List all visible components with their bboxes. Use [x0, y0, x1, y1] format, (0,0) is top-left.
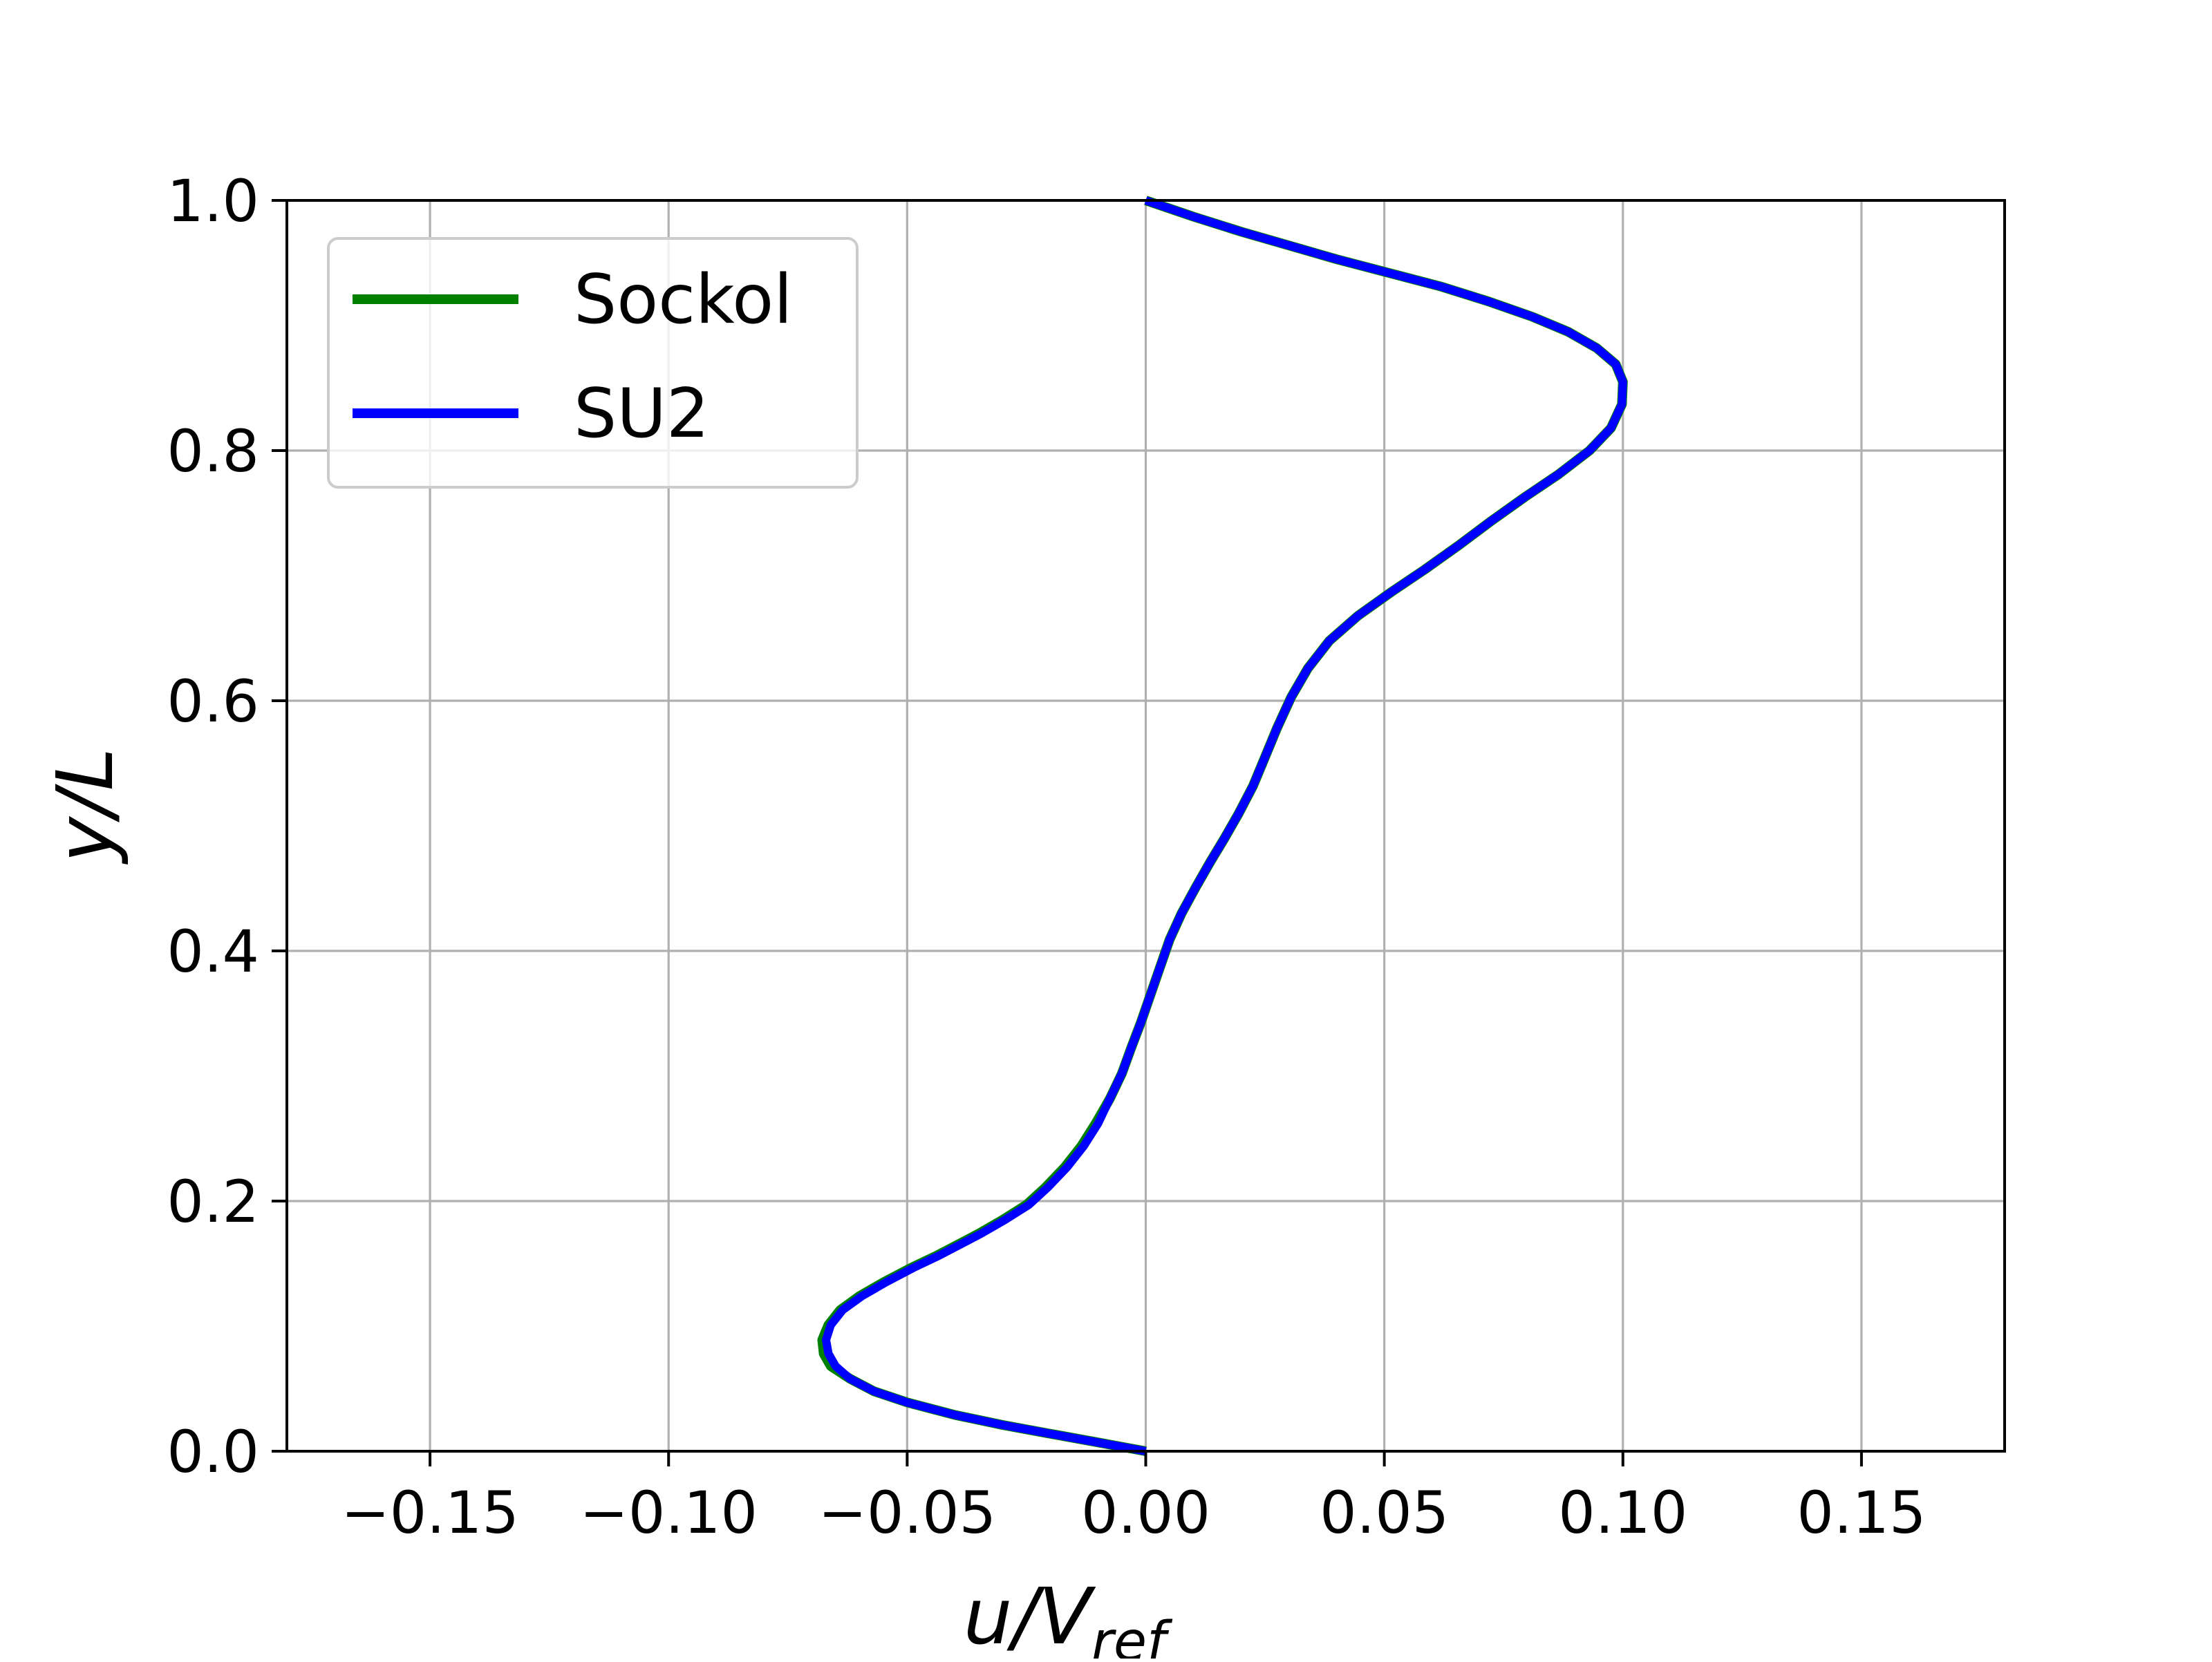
y-tick-label: 1.0: [167, 167, 259, 235]
x-tick-label: −0.05: [818, 1479, 996, 1547]
y-tick-label: 0.0: [167, 1418, 259, 1486]
x-tick-label: −0.10: [580, 1479, 758, 1547]
y-tick-label: 0.2: [167, 1168, 259, 1236]
legend-label-su2: SU2: [574, 375, 709, 453]
x-tick-label: 0.15: [1797, 1479, 1926, 1547]
axis-ticks: −0.15 −0.10 −0.05 0.00 0.05 0.10 0.15 0.0 0.2 0.4…: [167, 167, 1926, 1547]
legend-label-sockol: Sockol: [574, 261, 793, 339]
x-tick-label: −0.15: [341, 1479, 518, 1547]
series-line-su2: [822, 196, 1627, 1455]
legend: Sockol SU2: [327, 237, 859, 489]
series-lines: [817, 196, 1628, 1456]
y-tick-label: 0.4: [167, 918, 259, 985]
y-tick-label: 0.8: [167, 417, 259, 485]
y-axis-label: y/L: [41, 748, 131, 865]
x-axis-label-subscript: ref: [1091, 1611, 1173, 1659]
x-tick-label: 0.05: [1320, 1479, 1449, 1547]
x-axis-label: u/Vref: [964, 1572, 1173, 1659]
x-tick-label: 0.00: [1081, 1479, 1210, 1547]
x-tick-label: 0.10: [1558, 1479, 1687, 1547]
y-tick-label: 0.6: [167, 668, 259, 735]
